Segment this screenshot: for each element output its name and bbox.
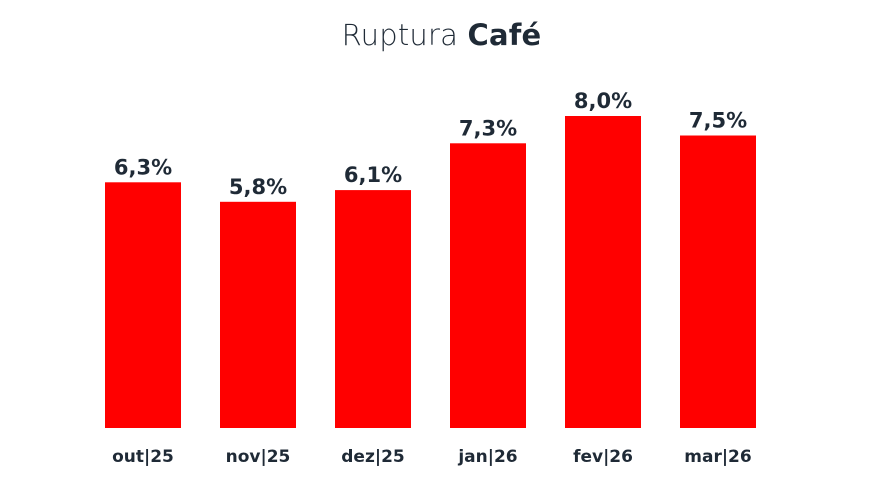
bar-2 <box>335 190 411 428</box>
chart-title-bold: Café <box>467 18 542 52</box>
x-tick-label-0: out|25 <box>112 447 174 467</box>
x-tick-label-5: mar|26 <box>684 447 751 467</box>
x-tick-label-4: fev|26 <box>573 447 633 467</box>
value-label-4: 8,0% <box>574 89 632 113</box>
value-label-1: 5,8% <box>229 175 287 199</box>
bar-0 <box>105 182 181 428</box>
value-labels-layer: 6,3% 5,8% 6,1% 7,3% 8,0% 7,5% <box>114 89 747 199</box>
x-axis-ticks-layer: out|25 nov|25 dez|25 jan|26 fev|26 mar|26 <box>112 447 752 467</box>
bars-layer <box>105 116 756 429</box>
bar-1 <box>220 201 296 428</box>
value-label-5: 7,5% <box>689 109 747 133</box>
x-tick-label-3: jan|26 <box>457 447 517 467</box>
value-label-3: 7,3% <box>459 116 517 140</box>
bar-3 <box>450 143 526 429</box>
bar-5 <box>680 135 756 428</box>
x-tick-label-1: nov|25 <box>226 447 291 467</box>
x-tick-label-2: dez|25 <box>341 447 404 467</box>
value-label-0: 6,3% <box>114 155 172 179</box>
bar-4 <box>565 116 641 428</box>
chart-title-light: Ruptura <box>341 18 459 52</box>
chart-title: Ruptura Café <box>0 18 883 52</box>
value-label-2: 6,1% <box>344 163 402 187</box>
